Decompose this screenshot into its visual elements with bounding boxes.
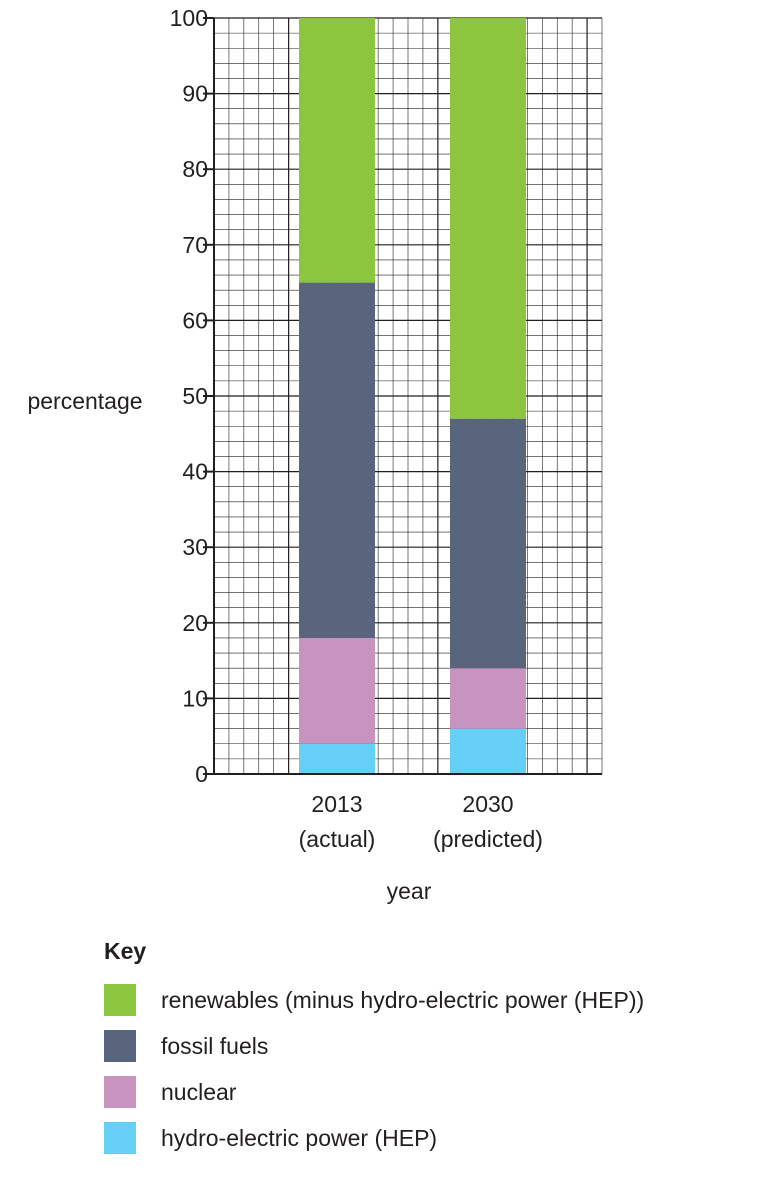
key-label: renewables (minus hydro-electric power (… [161,986,645,1013]
y-tick-label: 60 [182,307,208,333]
key-item: hydro-electric power (HEP) [104,1121,437,1155]
key-swatch [104,984,136,1016]
bar-segment [450,728,526,774]
y-tick-label: 30 [182,534,208,560]
bar-segment [299,637,375,744]
x-tick-label: 2030 [462,791,513,817]
bar-segment [450,418,526,669]
y-axis-label: percentage [27,388,142,414]
key-title: Key [104,938,147,964]
x-tick-labels: 2013 (actual) 2030 (predicted) [299,791,543,852]
key-item: renewables (minus hydro-electric power (… [104,983,644,1017]
key-item: nuclear [104,1075,236,1109]
y-tick-label: 0 [195,761,208,787]
key-item: fossil fuels [104,1029,268,1063]
key-swatch [104,1030,136,1062]
y-tick-labels: 0 10 20 30 40 50 60 70 80 90 100 [170,5,208,787]
bar-segment [299,743,375,774]
bar-segment [450,18,526,419]
x-tick-label: (actual) [299,826,376,852]
bar-segment [450,668,526,729]
y-tick-label: 100 [170,5,208,31]
y-tick-label: 80 [182,156,208,182]
bar-segment [299,18,375,283]
y-tick-label: 50 [182,383,208,409]
x-tick-label: (predicted) [433,826,543,852]
y-tick-label: 90 [182,81,208,107]
x-axis-label: year [387,878,432,904]
chart-grid [213,17,603,775]
y-tick-label: 20 [182,610,208,636]
key-label: hydro-electric power (HEP) [161,1124,438,1151]
bar-stacks [299,18,526,774]
bar-segment [299,282,375,638]
x-tick-label: 2013 [311,791,362,817]
key-label: nuclear [161,1078,237,1105]
y-tick-label: 10 [182,685,208,711]
chart-axes [203,17,602,775]
key-swatch [104,1122,136,1154]
y-tick-label: 70 [182,232,208,258]
y-tick-label: 40 [182,459,208,485]
key-swatch [104,1076,136,1108]
key-label: fossil fuels [161,1032,269,1059]
